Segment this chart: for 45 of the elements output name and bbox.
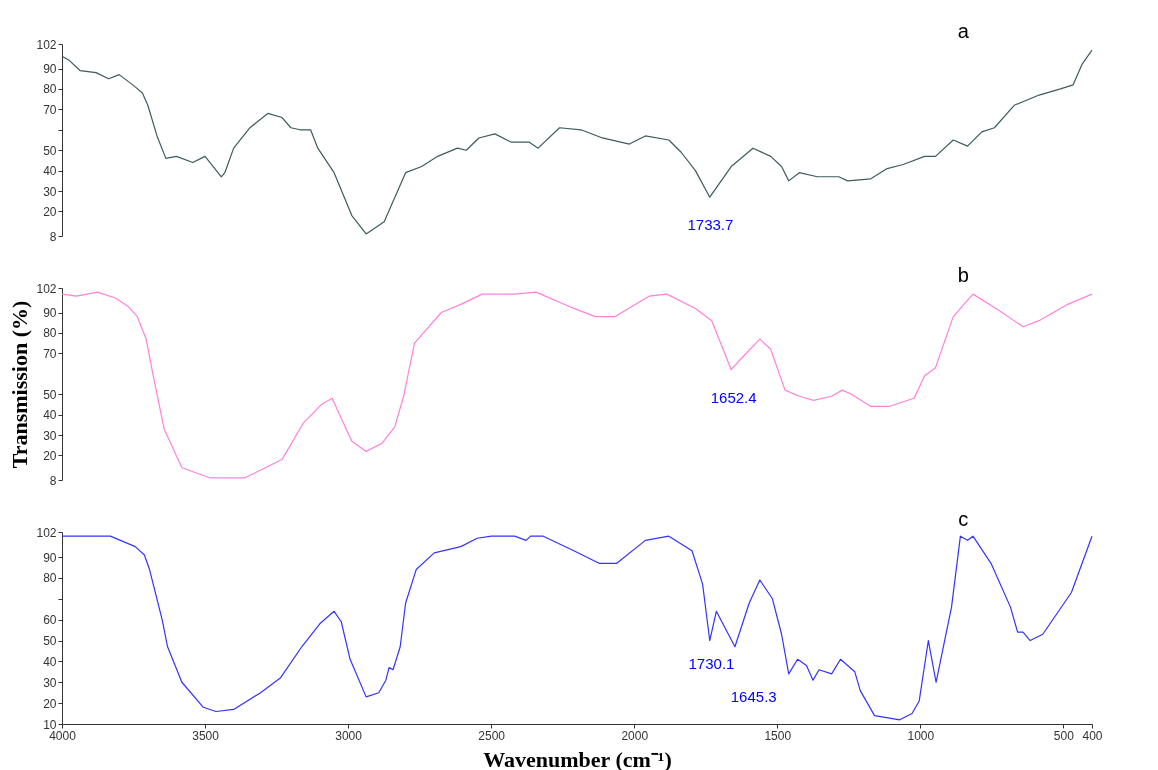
x-tick-label: 2500 bbox=[478, 728, 506, 743]
y-tick-label: 50 bbox=[43, 634, 57, 649]
y-tick-label: 102 bbox=[36, 37, 57, 52]
text: a bbox=[957, 20, 970, 42]
y-tick-label: 102 bbox=[36, 525, 57, 540]
x-tick-label: 3500 bbox=[192, 728, 220, 743]
series-label: c bbox=[958, 508, 969, 530]
x-tick-label: 500 bbox=[1053, 728, 1075, 743]
y-tick-label: 90 bbox=[43, 62, 57, 77]
x-tick-label: 400 bbox=[1082, 728, 1103, 743]
annotation: 1645.3 bbox=[730, 687, 777, 705]
line-series bbox=[61, 535, 1093, 721]
x-tick-label: 2000 bbox=[621, 728, 649, 743]
x-tick-label: 1000 bbox=[907, 728, 935, 743]
y-tick-label: 20 bbox=[43, 448, 57, 463]
y-tick-label: 80 bbox=[43, 571, 57, 586]
y-tick-label: 8 bbox=[49, 473, 57, 488]
annotation: 1730.1 bbox=[688, 655, 735, 673]
x-tick-label: 1500 bbox=[764, 728, 792, 743]
y-tick-label: 102 bbox=[36, 281, 57, 296]
line-series bbox=[61, 291, 1093, 479]
y-tick-label: 40 bbox=[43, 654, 57, 669]
y-tick-label: 70 bbox=[43, 102, 57, 117]
y-tick-label: 70 bbox=[43, 346, 57, 361]
series-label: b bbox=[957, 264, 969, 286]
y-tick-label: 30 bbox=[43, 428, 57, 443]
y-tick-label: 80 bbox=[43, 82, 57, 97]
x-tick-label: 3000 bbox=[335, 728, 363, 743]
y-axis-title: Transmission (%) bbox=[7, 300, 33, 469]
y-tick-label: 90 bbox=[43, 306, 57, 321]
y-tick-label: 20 bbox=[43, 696, 57, 711]
y-tick-label: 50 bbox=[43, 387, 57, 402]
y-tick-label: 30 bbox=[43, 675, 57, 690]
y-tick-label: 50 bbox=[43, 143, 57, 158]
y-tick-label: 30 bbox=[43, 184, 57, 199]
y-tick-label: 40 bbox=[43, 164, 57, 179]
y-tick-label: 8 bbox=[49, 229, 57, 244]
annotation: 1652.4 bbox=[710, 388, 757, 406]
y-tick-label: 40 bbox=[43, 408, 57, 423]
annotation: 1733.7 bbox=[687, 216, 734, 234]
y-tick-label: 80 bbox=[43, 326, 57, 341]
y-tick-label: 90 bbox=[43, 550, 57, 565]
line-series bbox=[61, 49, 1093, 235]
y-tick-label: 20 bbox=[43, 204, 57, 219]
y-tick-label: 60 bbox=[43, 613, 57, 628]
